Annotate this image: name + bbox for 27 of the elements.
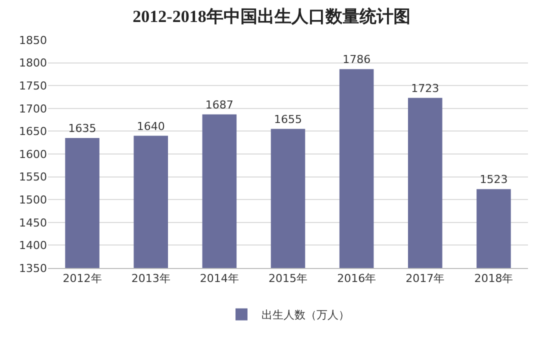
- y-tick-label: 1700: [19, 102, 47, 116]
- data-label: 1687: [205, 98, 234, 112]
- y-tick-label: 1550: [19, 170, 47, 184]
- data-label: 1786: [342, 53, 371, 66]
- chart-title: 2012-2018年中国出生人口数量统计图: [132, 7, 410, 26]
- x-tick-label: 2014年: [200, 272, 239, 286]
- y-tick-label: 1600: [19, 148, 47, 161]
- data-label: 1523: [480, 173, 508, 186]
- x-tick-label: 2015年: [268, 272, 308, 286]
- y-tick-label: 1750: [19, 79, 47, 92]
- y-tick-label: 1850: [19, 34, 47, 47]
- data-label: 1640: [136, 120, 165, 133]
- y-tick-label: 1350: [19, 262, 47, 275]
- x-tick-label: 2018年: [474, 272, 514, 286]
- y-tick-label: 1450: [19, 216, 47, 230]
- x-tick-label: 2016年: [337, 272, 376, 286]
- x-tick-label: 2012年: [62, 272, 102, 286]
- x-tick-label: 2017年: [406, 272, 445, 286]
- y-tick-label: 1500: [19, 193, 47, 206]
- x-tick-label: 2013年: [131, 272, 170, 286]
- y-tick-label: 1800: [19, 56, 47, 70]
- data-label: 1635: [68, 122, 96, 136]
- legend-label: 出生人数（万人）: [262, 308, 350, 322]
- data-label: 1723: [411, 82, 440, 95]
- y-tick-label: 1650: [19, 125, 47, 138]
- y-tick-label: 1400: [19, 239, 47, 252]
- data-label: 1655: [274, 112, 302, 126]
